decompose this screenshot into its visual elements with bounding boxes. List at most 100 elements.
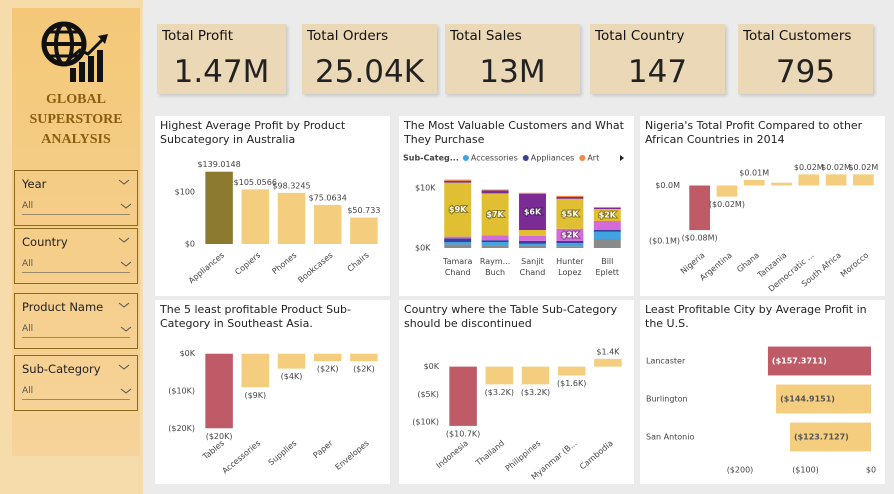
data-label: ($157.3711) <box>772 357 827 366</box>
slicer-label: Country <box>22 235 68 249</box>
kpi-value: 25.04K <box>314 54 425 90</box>
bar <box>277 192 306 244</box>
slicer[interactable]: Country All <box>14 228 138 284</box>
bar-segment <box>556 246 584 248</box>
x-tick-label: Sanjit Chand <box>519 257 546 277</box>
bar-segment <box>593 221 621 230</box>
slicer[interactable]: Sub-Category All <box>14 355 138 411</box>
y-tick-label: $0 <box>185 240 195 249</box>
data-label: $0.02M <box>848 163 878 172</box>
kpi-card: Total Orders 25.04K <box>302 24 437 94</box>
x-tick-label-box: Bill Eplett <box>595 257 620 277</box>
chart-panel: Highest Average Profit by Product Subcat… <box>155 116 390 296</box>
chart-title: The Most Valuable Customers and What The… <box>404 119 624 146</box>
bar-segment <box>593 239 621 248</box>
x-tick-label: Paper <box>311 438 335 460</box>
bar-segment <box>444 180 472 183</box>
slicer-dropdown[interactable]: All <box>22 386 130 400</box>
chart-title: Country where the Table Sub-Category sho… <box>404 303 618 330</box>
data-label: $1.4K <box>596 347 620 356</box>
kpi-label: Total Orders <box>307 28 389 44</box>
bar <box>771 182 792 186</box>
x-tick-label: Phones <box>270 251 298 277</box>
chart: $0 $100 $139.0148 Appliances $105.0566 Copier… <box>175 160 381 285</box>
bar <box>798 174 820 186</box>
bar <box>743 179 765 186</box>
chart: Sub-Categ... Accessories Appliances Art $0K $… <box>403 154 624 277</box>
bar <box>485 366 514 385</box>
slicer-dropdown[interactable]: All <box>22 259 130 273</box>
bar-segment <box>519 236 546 241</box>
bar-segment <box>556 228 584 241</box>
slicer-dropdown[interactable]: All <box>22 324 130 338</box>
bar-segment <box>444 179 472 181</box>
legend-scroll <box>620 155 624 161</box>
bar-segment <box>481 189 509 191</box>
data-label: ($9K) <box>244 391 266 400</box>
x-tick-label: Indonesia <box>435 438 470 470</box>
x-tick-label: Raym... Buch <box>479 257 511 277</box>
bar-segment <box>519 240 546 244</box>
sidebar-panel: GLOBAL SUPERSTORE ANALYSIS Year All Countr… <box>12 8 140 456</box>
x-tick-label: Tamara Chand <box>443 257 473 277</box>
chart-title: Nigeria's Total Profit Compared to other… <box>645 119 863 146</box>
y-tick-label: $0K <box>180 349 196 358</box>
y-tick-label: $0K <box>415 244 431 253</box>
bar-segment <box>481 242 509 246</box>
slicer[interactable]: Year All <box>14 170 138 226</box>
chart-panel: The 5 least profitable Product Sub-Categ… <box>155 300 390 484</box>
x-tick-label: $0 <box>866 466 876 475</box>
bar-segment <box>444 244 472 248</box>
bar <box>241 189 270 244</box>
data-label: ($4K) <box>281 372 303 381</box>
bar-segment <box>593 207 621 209</box>
slicer-dropdown[interactable]: All <box>22 201 130 215</box>
data-label: ($3.2K) <box>485 388 514 397</box>
y-tick-label: Burlington <box>646 395 688 404</box>
y-tick-label: ($0.1M) <box>649 237 680 246</box>
y-tick-label: $100 <box>175 188 195 197</box>
data-label: $50.733 <box>347 206 380 215</box>
kpi-label: Total Sales <box>450 28 522 44</box>
sidebar-title: GLOBAL SUPERSTORE ANALYSIS <box>29 92 123 147</box>
legend-label: Appliances <box>531 154 575 163</box>
bar-segment <box>593 206 621 208</box>
legend-label: Art <box>587 154 599 163</box>
chart: $0K ($5K) ($10K) ($10.7K)Indonesia ($3.2K) Th… <box>412 347 622 482</box>
kpi-label: Total Profit <box>162 28 234 44</box>
data-label: ($144.9151) <box>780 395 835 404</box>
chart-title: Highest Average Profit by Product Subcat… <box>160 119 346 146</box>
data-label: ($20K) <box>206 432 233 441</box>
data-label: ($10.7K) <box>446 429 480 438</box>
kpi-label: Total Customers <box>743 28 852 44</box>
legend-title: Sub-Categ... <box>403 154 459 163</box>
kpi-value: 147 <box>627 54 688 90</box>
x-tick-label: Bill Eplett <box>595 257 620 277</box>
slicer[interactable]: Product Name All <box>14 293 138 349</box>
data-label: $7K <box>486 210 504 219</box>
bar-segment <box>519 245 546 248</box>
bar-segment <box>519 243 546 246</box>
bar <box>776 384 871 414</box>
data-label: $0.01M <box>739 168 769 177</box>
chart-panel: Least Profitable City by Average Profit … <box>640 300 885 484</box>
legend-marker <box>462 155 469 161</box>
y-tick-label: ($20K) <box>168 424 195 433</box>
bar <box>557 366 586 376</box>
chart-panel: Nigeria's Total Profit Compared to other… <box>640 116 885 296</box>
data-label: ($3.2K) <box>521 388 550 397</box>
bar-segment <box>556 198 584 229</box>
bar <box>350 217 378 244</box>
data-label: ($123.7127) <box>794 433 849 442</box>
bar <box>594 358 622 367</box>
bar-segment <box>444 236 472 239</box>
kpi-card: Total Sales 13M <box>445 24 580 94</box>
logo <box>41 21 108 82</box>
x-tick-label: Cambodia <box>578 438 615 471</box>
chart: $0.0M($0.1M) ($0.08M)Nigeria($0.02M)Argen… <box>649 163 878 294</box>
x-tick-label: Hunter Lopez <box>556 257 584 277</box>
bar-segment <box>444 238 472 242</box>
kpi-value: 13M <box>479 54 546 90</box>
data-label: $0.02M <box>794 163 824 172</box>
